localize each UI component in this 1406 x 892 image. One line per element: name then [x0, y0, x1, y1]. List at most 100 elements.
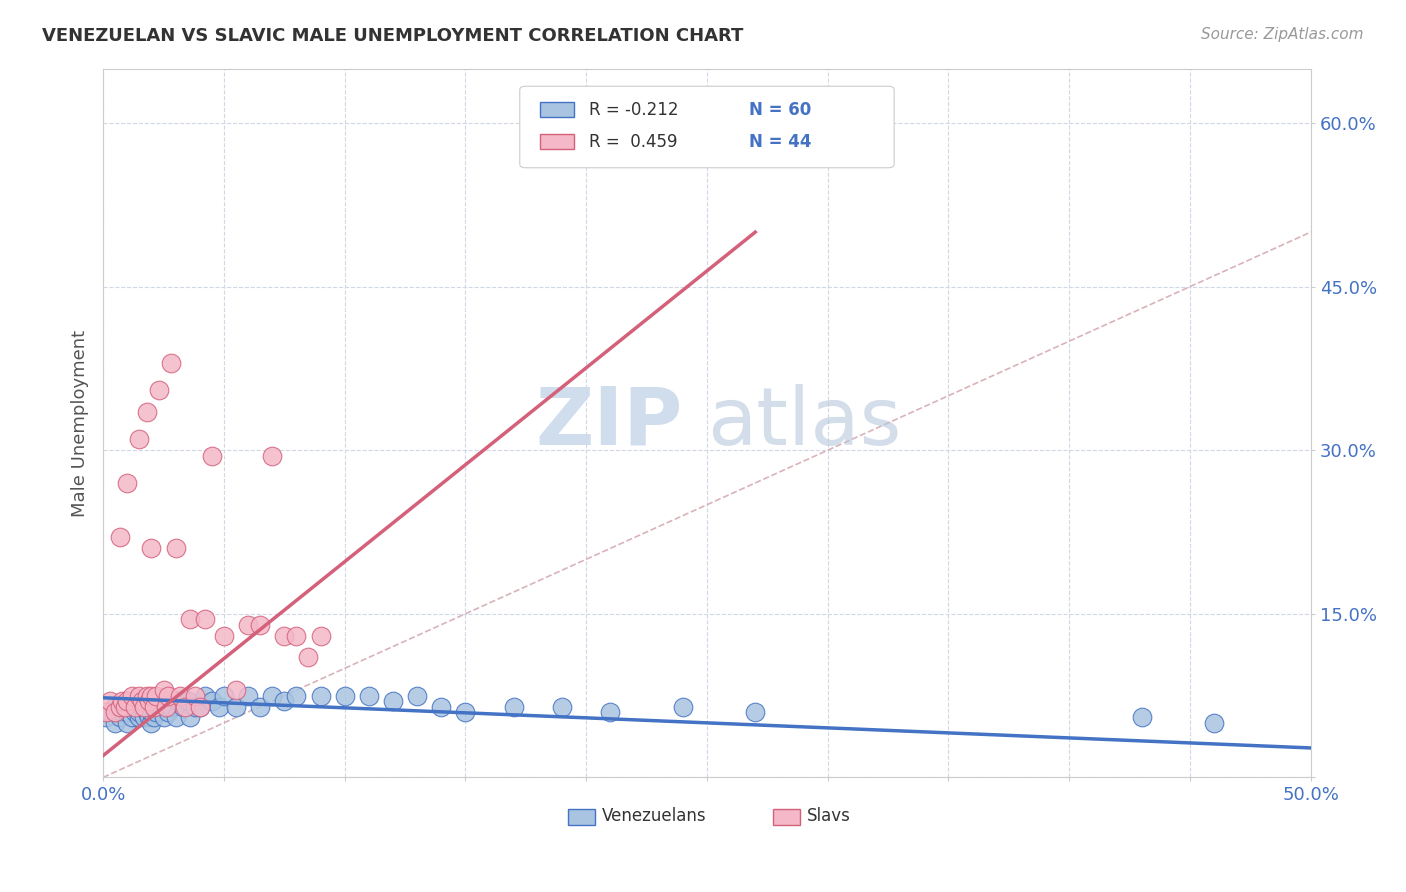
- Point: [117, 694, 139, 708]
- Point: [165, 710, 187, 724]
- Point: [117, 475, 139, 490]
- Point: [104, 705, 127, 719]
- Point: [1204, 715, 1226, 730]
- Point: [125, 699, 148, 714]
- Point: [117, 715, 139, 730]
- Point: [188, 699, 211, 714]
- Text: R = -0.212: R = -0.212: [589, 101, 678, 119]
- Point: [117, 694, 139, 708]
- Point: [114, 699, 136, 714]
- Point: [1130, 710, 1153, 724]
- Point: [94, 710, 117, 724]
- FancyBboxPatch shape: [568, 809, 595, 825]
- Point: [141, 715, 163, 730]
- Point: [285, 689, 308, 703]
- Point: [430, 699, 453, 714]
- Point: [121, 689, 143, 703]
- Point: [249, 699, 271, 714]
- Point: [201, 694, 224, 708]
- Point: [357, 689, 380, 703]
- Point: [184, 699, 207, 714]
- Point: [208, 699, 231, 714]
- Point: [157, 689, 180, 703]
- Point: [309, 629, 332, 643]
- Point: [108, 531, 131, 545]
- Point: [273, 629, 295, 643]
- FancyBboxPatch shape: [520, 87, 894, 168]
- Text: Venezuelans: Venezuelans: [602, 806, 707, 825]
- Point: [131, 699, 153, 714]
- FancyBboxPatch shape: [540, 134, 574, 149]
- Point: [502, 699, 524, 714]
- Point: [134, 710, 156, 724]
- Point: [236, 617, 259, 632]
- Point: [225, 699, 247, 714]
- Point: [104, 699, 127, 714]
- Point: [145, 705, 167, 719]
- Point: [128, 710, 150, 724]
- Point: [94, 705, 117, 719]
- Point: [131, 694, 153, 708]
- Point: [124, 699, 146, 714]
- Point: [179, 710, 201, 724]
- Point: [285, 629, 308, 643]
- Point: [142, 710, 165, 724]
- Text: R =  0.459: R = 0.459: [589, 133, 678, 151]
- Point: [134, 699, 156, 714]
- Point: [169, 689, 191, 703]
- FancyBboxPatch shape: [540, 102, 574, 118]
- Point: [262, 449, 284, 463]
- Point: [152, 683, 174, 698]
- Point: [212, 629, 235, 643]
- Point: [165, 541, 187, 556]
- Point: [454, 705, 477, 719]
- Point: [148, 383, 170, 397]
- Point: [135, 705, 157, 719]
- Point: [157, 705, 180, 719]
- Point: [141, 705, 163, 719]
- Point: [236, 689, 259, 703]
- Point: [148, 699, 170, 714]
- Point: [193, 689, 215, 703]
- Point: [381, 694, 404, 708]
- Point: [155, 699, 177, 714]
- Point: [184, 689, 207, 703]
- Point: [141, 541, 163, 556]
- FancyBboxPatch shape: [773, 809, 800, 825]
- Point: [141, 689, 163, 703]
- Text: atlas: atlas: [707, 384, 901, 462]
- Text: ZIP: ZIP: [536, 384, 683, 462]
- Point: [193, 612, 215, 626]
- Point: [108, 710, 131, 724]
- Point: [128, 705, 150, 719]
- Text: N = 44: N = 44: [749, 133, 811, 151]
- Point: [249, 617, 271, 632]
- Point: [135, 689, 157, 703]
- Point: [135, 699, 157, 714]
- Point: [135, 405, 157, 419]
- Point: [152, 710, 174, 724]
- Point: [406, 689, 429, 703]
- Point: [201, 449, 224, 463]
- Point: [100, 705, 122, 719]
- Text: VENEZUELAN VS SLAVIC MALE UNEMPLOYMENT CORRELATION CHART: VENEZUELAN VS SLAVIC MALE UNEMPLOYMENT C…: [42, 27, 744, 45]
- Point: [145, 689, 167, 703]
- Point: [672, 699, 695, 714]
- Point: [128, 433, 150, 447]
- Point: [111, 705, 134, 719]
- Point: [333, 689, 356, 703]
- Text: Source: ZipAtlas.com: Source: ZipAtlas.com: [1201, 27, 1364, 42]
- Point: [121, 710, 143, 724]
- Point: [225, 683, 247, 698]
- Point: [159, 699, 181, 714]
- Point: [262, 689, 284, 703]
- Point: [104, 715, 127, 730]
- Point: [138, 710, 160, 724]
- Text: N = 60: N = 60: [749, 101, 811, 119]
- Point: [100, 694, 122, 708]
- Point: [551, 699, 574, 714]
- Point: [159, 356, 181, 370]
- Point: [117, 699, 139, 714]
- Point: [111, 694, 134, 708]
- Point: [188, 699, 211, 714]
